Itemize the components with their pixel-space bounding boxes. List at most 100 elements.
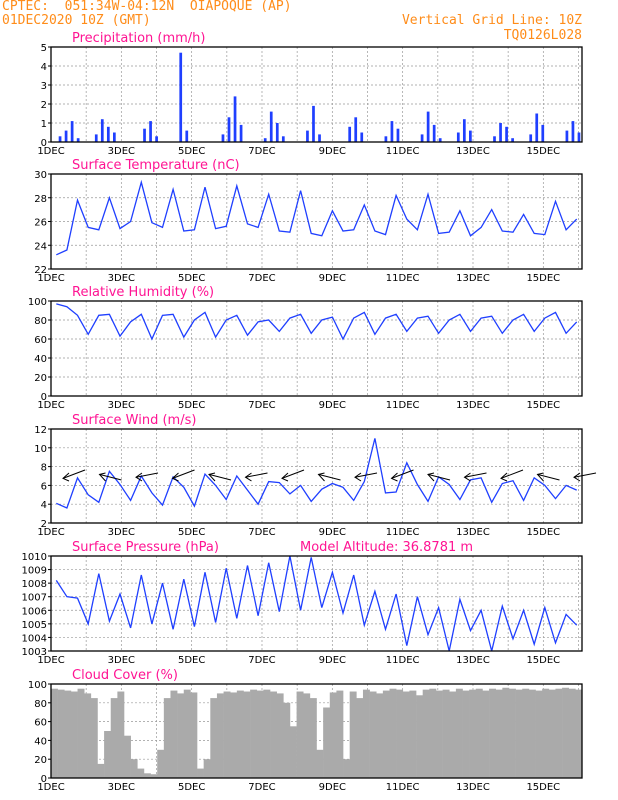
precip-bar [571,121,575,142]
panel-title: Surface Temperature (nC) [72,158,240,173]
panel-title: Relative Humidity (%) [72,285,214,300]
precip-bar [535,113,539,142]
y-tick-label: 1006 [22,606,47,617]
x-tick-label: 9DEC [319,655,346,666]
y-tick-label: 20 [34,755,47,766]
y-tick-label: 20 [34,373,47,384]
y-tick-label: 60 [34,335,47,346]
x-tick-label: 3DEC [108,273,135,284]
cloud-bar [349,691,357,778]
x-tick-label: 13DEC [456,655,490,666]
x-tick-label: 9DEC [319,146,346,157]
precip-bar [390,121,394,142]
y-tick-label: 1003 [22,647,47,658]
precip-bar [438,138,442,142]
precip-bar [269,111,273,142]
wind-arrow [208,473,232,481]
wind-arrow [62,469,86,479]
y-tick-label: 1009 [22,566,47,577]
y-tick-label: 1007 [22,593,47,604]
precip-bar [565,130,569,142]
cloud-bar [263,689,271,778]
precip-bar [577,132,581,142]
y-tick-label: 3 [41,81,47,92]
y-tick-label: 12 [34,425,47,436]
wind-arrow-head [244,472,252,482]
precip-bar [541,124,545,142]
y-tick-label: 40 [34,736,47,747]
y-tick-label: 4 [41,500,47,511]
precip-bar [511,138,514,142]
cloud-bar [77,688,85,778]
cloud-bar [409,690,417,778]
x-tick-label: 9DEC [319,527,346,538]
x-tick-label: 11DEC [386,273,420,284]
y-tick-label: 10 [34,444,47,455]
cloud-bar [51,688,58,778]
y-tick-label: 40 [34,354,47,365]
wind-arrow [245,472,268,478]
header: CPTEC: 051:34W-04:12N OIAPOQUE (AP) 01DE… [0,0,618,48]
wind-arrow [354,472,378,478]
precip-bar [155,136,158,142]
x-tick-label: 7DEC [248,782,275,793]
x-tick-label: 5DEC [178,273,205,284]
cloud-bar [57,689,65,778]
x-tick-label: 1DEC [37,655,64,666]
model-id: TQ0126L028 [503,28,582,43]
precip-bar [58,136,62,142]
cloud-bar [369,691,377,778]
precip-bar [420,134,424,142]
wind-arrow-head [573,472,581,482]
cloud-bar [389,688,397,778]
y-tick-label: 100 [28,680,47,691]
wind-arrow-head [98,472,106,482]
y-tick-label: 1010 [22,552,47,563]
precip-bar [318,134,321,142]
cloud-bar [382,690,390,778]
cloud-bar [117,691,125,778]
precip-bar [70,121,74,142]
y-tick-label: 0 [41,774,47,785]
x-tick-label: 7DEC [248,527,275,538]
x-tick-label: 1DEC [37,273,64,284]
cloud-bar [216,693,224,778]
precip-bar [113,132,116,142]
cloud-bar [110,698,118,778]
cloud-bar [575,689,583,778]
cloud-bar [435,690,443,778]
x-tick-label: 9DEC [319,273,346,284]
cloud-bar [449,691,457,778]
x-tick-label: 3DEC [108,527,135,538]
y-tick-label: 0 [41,392,47,403]
y-tick-label: 2 [41,519,47,530]
precip-bar [499,123,502,142]
cloud-bar [429,688,437,778]
panel-annotation: Model Altitude: 36.8781 m [300,540,473,555]
series-line [56,438,577,509]
x-tick-label: 1DEC [37,400,64,411]
cloud-bar [276,693,284,778]
wind-arrow-head [354,472,362,482]
panel-frame [50,555,583,652]
wind-arrow [99,473,122,481]
cloud-bar [356,698,364,778]
wind-arrow-head [171,472,179,482]
precip-bar [348,126,352,142]
y-tick-label: 80 [34,316,47,327]
x-tick-label: 11DEC [386,782,420,793]
x-tick-label: 13DEC [456,273,490,284]
cloud-bar [236,690,244,778]
wind-arrow-head [536,472,544,482]
x-tick-label: 3DEC [108,400,135,411]
precip-bar [64,130,68,142]
y-tick-label: 2 [41,100,47,111]
precip-bar [149,121,152,142]
precip-bar [76,138,80,142]
precip-bar [179,52,183,143]
precip-bar [306,130,309,142]
cloud-bar [197,768,204,778]
cloud-bar [416,695,423,778]
precip-bar [185,130,189,142]
panel-frame [50,46,583,143]
